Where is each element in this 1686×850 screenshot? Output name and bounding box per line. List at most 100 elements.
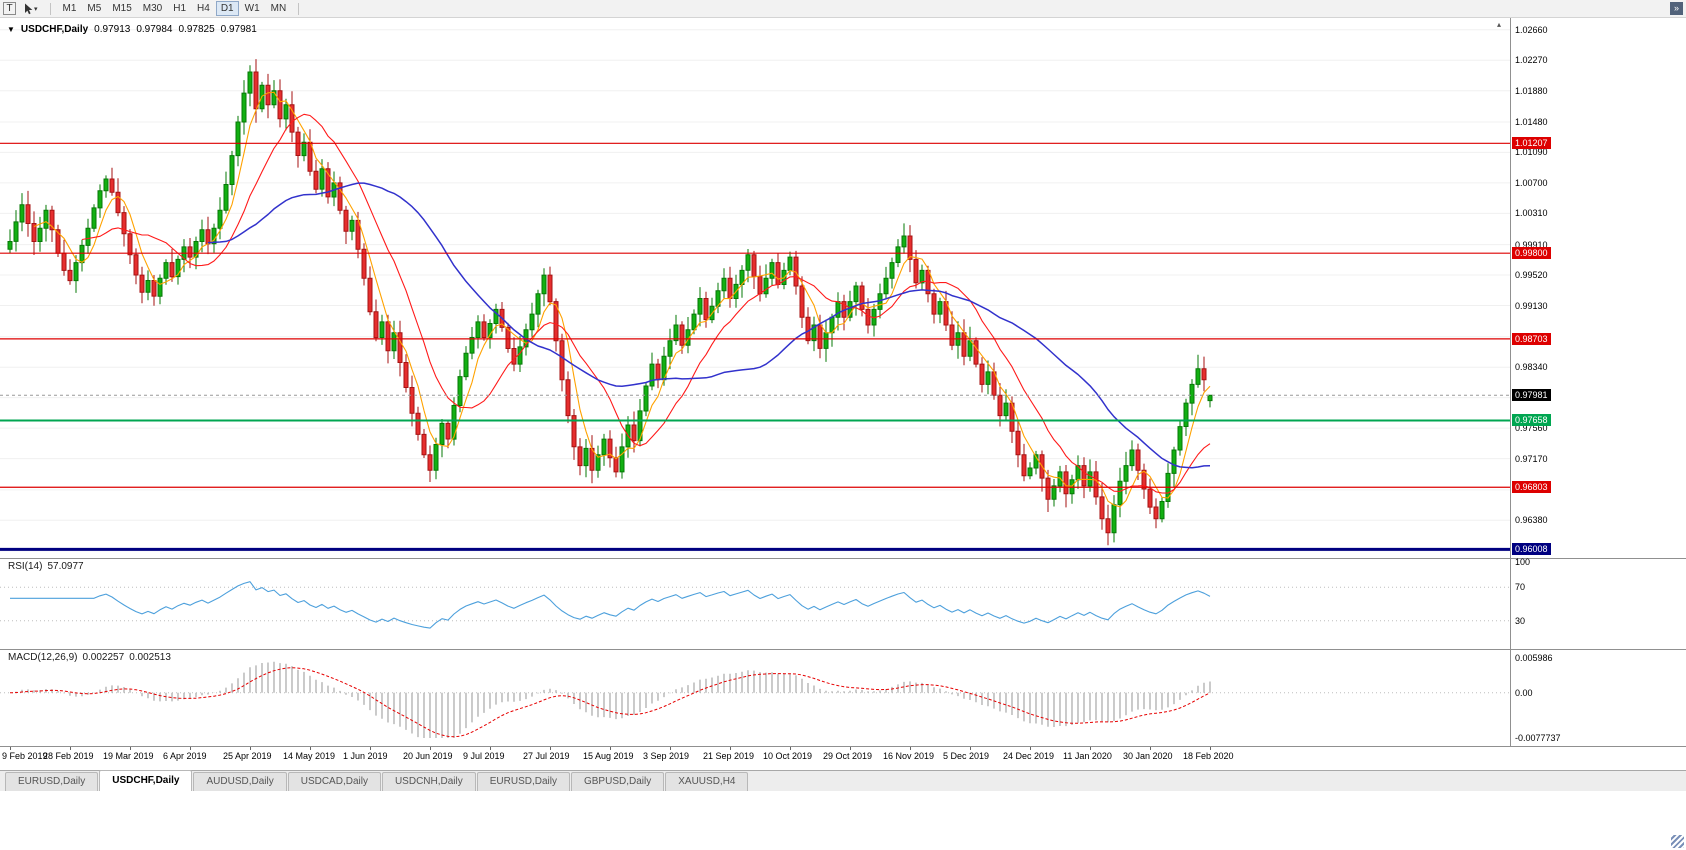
price-level-badge[interactable]: 0.96008 [1512, 543, 1551, 556]
price-level-badge[interactable]: 0.98703 [1512, 332, 1551, 345]
y-axis-tick: 0.99130 [1515, 300, 1548, 311]
price-level-badge[interactable]: 1.01207 [1512, 137, 1551, 150]
x-axis-date-label: 5 Dec 2019 [943, 751, 990, 761]
y-axis-tick: 0.99520 [1515, 270, 1548, 281]
y-axis-tick: 0.97560 [1515, 423, 1548, 434]
x-axis-date-label: 3 Sep 2019 [643, 751, 690, 761]
x-axis-date-label: 24 Dec 2019 [1003, 751, 1055, 761]
macd-name: MACD(12,26,9) [8, 652, 78, 663]
x-axis-date-label: 25 Apr 2019 [223, 751, 272, 761]
y-axis-tick: 0.98340 [1515, 362, 1548, 373]
x-axis-date-label: 16 Nov 2019 [883, 751, 935, 761]
x-axis-date-label: 6 Apr 2019 [163, 751, 207, 761]
rsi-line [10, 581, 1211, 629]
y-axis-tick: 1.01880 [1515, 85, 1548, 96]
chart-tab-eurusd-daily[interactable]: EURUSD,Daily [476, 772, 570, 791]
ohlc-close: 0.97981 [220, 24, 257, 35]
x-axis-tick-mark [250, 747, 251, 750]
price-axis-border [1510, 18, 1511, 746]
window-resize-grip[interactable] [1671, 835, 1684, 848]
time-axis[interactable]: 9 Feb 2019 28 Feb 2019 19 Mar 2019 6 Apr 20… [0, 746, 1686, 766]
rsi-axis-tick: 70 [1515, 582, 1526, 593]
x-axis-date-label: 14 May 2019 [283, 751, 336, 761]
timeframe-m5-button[interactable]: M5 [82, 1, 106, 16]
x-axis-tick-mark [130, 747, 131, 750]
y-axis-tick: 0.99910 [1515, 239, 1548, 250]
chart-tab-usdchf-daily[interactable]: USDCHF,Daily [99, 770, 193, 791]
t-tool-button[interactable]: T [3, 2, 16, 15]
x-axis-tick-mark [670, 747, 671, 750]
x-axis-date-label: 15 Aug 2019 [583, 751, 634, 761]
chart-tab-bar: EURUSD,Daily USDCHF,Daily AUDUSD,Daily USDC… [0, 770, 1686, 791]
timeframe-w1-button[interactable]: W1 [240, 1, 265, 16]
ohlc-low: 0.97825 [178, 24, 215, 35]
rsi-name: RSI(14) [8, 561, 43, 572]
x-axis-tick-mark [490, 747, 491, 750]
x-axis-date-label: 30 Jan 2020 [1123, 751, 1173, 761]
one-click-trading-icon[interactable]: ▼ [7, 24, 15, 34]
panel-separator[interactable] [0, 558, 1686, 559]
chart-tab-usdcnh-daily[interactable]: USDCNH,Daily [381, 772, 476, 791]
x-axis-date-label: 27 Jul 2019 [523, 751, 570, 761]
panel-separator[interactable] [0, 649, 1686, 650]
x-axis-tick-mark [790, 747, 791, 750]
toolbar-separator [298, 2, 300, 15]
chart-tab-usdcad-daily[interactable]: USDCAD,Daily [287, 772, 381, 791]
chart-tab-eurusd-daily[interactable]: EURUSD,Daily [5, 772, 99, 791]
toolbar-separator [49, 2, 51, 15]
ma-fast-line [33, 91, 1211, 508]
macd-indicator-label: MACD(12,26,9) 0.002257 0.002513 [8, 652, 171, 663]
timeframe-d1-button[interactable]: D1 [215, 1, 239, 16]
timeframe-mn-button[interactable]: MN [266, 1, 292, 16]
x-axis-date-label: 1 Jun 2019 [343, 751, 388, 761]
y-axis-tick: 0.96380 [1515, 515, 1548, 526]
rsi-axis-tick: 100 [1515, 557, 1531, 567]
x-axis-date-label: 11 Jan 2020 [1063, 751, 1112, 761]
rsi-indicator-label: RSI(14) 57.0977 [8, 561, 84, 572]
timeframe-h4-button[interactable]: H4 [192, 1, 215, 16]
chart-tab-xauusd-h4[interactable]: XAUUSD,H4 [665, 772, 749, 791]
chevron-down-icon: ▾ [34, 5, 38, 13]
down-candle-bodies [25, 71, 1207, 534]
cursor-tool-button[interactable]: ▾ [18, 1, 43, 16]
macd-signal-line [9, 667, 1211, 738]
cursor-icon [25, 3, 33, 14]
timeframe-m1-button[interactable]: M1 [58, 1, 82, 16]
macd-value-signal: 0.002513 [129, 652, 171, 663]
chart-tab-gbpusd-daily[interactable]: GBPUSD,Daily [570, 772, 665, 791]
y-axis-tick: 0.97170 [1515, 453, 1548, 464]
x-axis-date-label: 18 Feb 2020 [1183, 751, 1234, 761]
symbol-period-label: USDCHF,Daily [20, 24, 89, 35]
timeframe-m30-button[interactable]: M30 [138, 1, 167, 16]
macd-axis-tick: 0.005986 [1515, 653, 1553, 664]
x-axis-tick-mark [370, 747, 371, 750]
x-axis-tick-mark [1090, 747, 1091, 750]
up-candle-bodies [7, 71, 1213, 534]
price-level-badge[interactable]: 0.99800 [1512, 247, 1551, 260]
ma-mid-line [81, 113, 1211, 494]
x-axis-tick-mark [430, 747, 431, 750]
chart-tab-audusd-daily[interactable]: AUDUSD,Daily [193, 772, 287, 791]
x-axis-tick-mark [70, 747, 71, 750]
x-axis-date-label: 9 Feb 2019 [2, 751, 48, 761]
timeframe-buttons: M1 M5 M15 M30 H1 H4 D1 W1 MN [58, 1, 292, 16]
timeframe-h1-button[interactable]: H1 [168, 1, 191, 16]
x-axis-tick-mark [1150, 747, 1151, 750]
price-level-badge[interactable]: 0.96803 [1512, 481, 1551, 494]
toolbar-overflow-button[interactable]: » [1670, 2, 1683, 15]
x-axis-date-label: 29 Oct 2019 [823, 751, 873, 761]
scroll-up-icon[interactable]: ▴ [1497, 20, 1502, 29]
x-axis-tick-mark [190, 747, 191, 750]
macd-value-main: 0.002257 [82, 652, 125, 663]
x-axis-date-label: 10 Oct 2019 [763, 751, 813, 761]
x-axis-tick-mark [1210, 747, 1211, 750]
ohlc-high: 0.97984 [136, 24, 173, 35]
price-level-badge[interactable]: 0.97658 [1512, 414, 1551, 427]
y-axis-tick: 1.00310 [1515, 208, 1548, 219]
x-axis-tick-mark [550, 747, 551, 750]
timeframe-m15-button[interactable]: M15 [107, 1, 136, 16]
x-axis-tick-mark [310, 747, 311, 750]
x-axis-tick-mark [910, 747, 911, 750]
macd-axis-tick: 0.00 [1515, 687, 1533, 698]
